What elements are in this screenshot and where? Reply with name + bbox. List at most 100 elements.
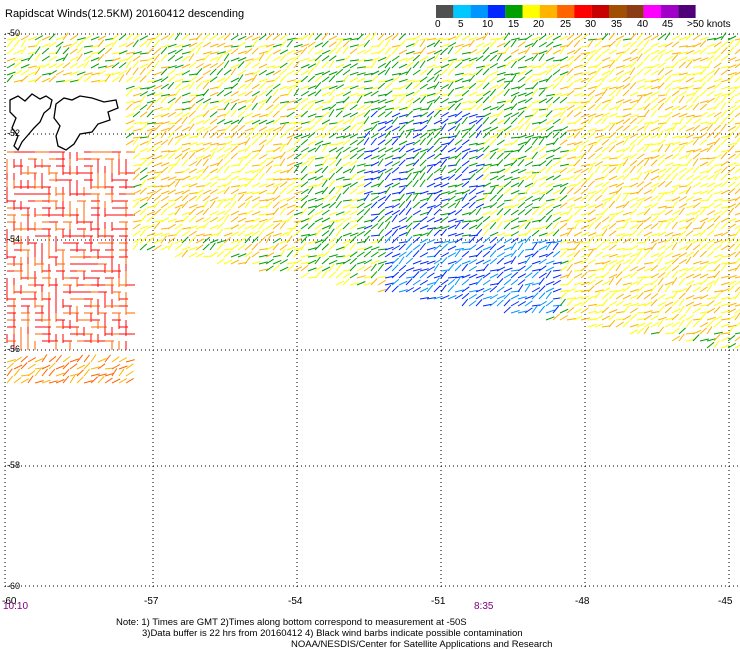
wind-barb [545,214,553,223]
wind-barb [447,245,457,251]
wind-barb [734,250,740,258]
wind-barb [622,155,632,160]
wind-barb [146,61,154,69]
wind-barb [125,359,135,363]
wind-barb [41,63,51,69]
wind-barb [622,233,632,237]
wind-barb [664,199,674,202]
wind-barb [496,64,506,69]
wind-barb [153,194,162,202]
wind-barb [398,289,408,293]
wind-barb [720,209,729,216]
wind-barb [608,77,618,83]
wind-barb [209,125,218,132]
wind-barb [468,236,476,244]
wind-barb [160,217,170,223]
wind-barb [629,165,636,174]
wind-barb [209,181,218,188]
wind-barb [671,313,680,321]
wind-barb [132,183,142,188]
wind-barb [391,116,399,125]
wind-barb [377,153,386,160]
wind-barb [496,53,503,62]
wind-barb [251,83,260,90]
wind-barb [328,211,338,216]
wind-barb [699,217,709,223]
wind-barb [412,89,421,97]
wind-barb [734,63,740,69]
wind-barb [489,231,499,237]
wind-barb [286,37,296,41]
wind-barb [237,116,244,125]
wind-barb [90,36,100,41]
wind-barb [440,240,450,244]
wind-barb [139,121,149,125]
wind-barb [720,65,730,69]
wind-barb [734,137,740,146]
wind-barb [237,244,246,251]
wind-barb [244,78,254,83]
wind-barb [482,182,492,188]
wind-barb [447,68,455,76]
wind-barb [342,85,352,90]
wind-barb [300,261,310,265]
wind-barb [391,228,399,237]
wind-barb [384,155,394,160]
wind-barb [524,137,532,146]
wind-barb [209,56,219,62]
wind-barb [671,112,681,118]
wind-barb [503,181,512,188]
wind-barb [405,50,415,55]
wind-barb [545,209,554,216]
wind-barb [342,222,350,230]
wind-barb [678,333,685,342]
wind-barb [622,137,629,146]
wind-barb [377,105,387,111]
wind-barb [391,147,401,153]
wind-barb [727,342,737,349]
wind-barb [531,100,541,104]
wind-barb [244,61,252,69]
wind-barb [587,217,597,223]
wind-barb [433,241,443,244]
wind-barb [608,49,618,55]
wind-barb [265,127,275,132]
wind-barb [517,176,527,181]
wind-barb [713,92,723,97]
wind-barb [440,279,449,286]
wind-barb [489,151,497,160]
wind-barb [594,323,604,328]
wind-barb [587,236,595,244]
note-line-1: Note: 1) Times are GMT 2)Times along bot… [116,617,467,628]
wind-barb [482,63,492,69]
wind-barb [615,263,622,272]
wind-barb [531,241,541,244]
wind-barb [286,196,296,202]
wind-barb [258,159,267,167]
wind-barb [405,243,413,251]
wind-barb [482,173,490,181]
wind-barb [244,191,254,195]
wind-barb [426,116,433,125]
wind-barb [482,215,491,223]
wind-barb [608,131,617,139]
east-falkland [53,95,119,151]
wind-barb [636,249,643,258]
wind-barb [419,159,427,167]
wind-barb [209,188,218,195]
wind-barb [419,95,427,104]
wind-barb [328,85,338,90]
wind-barb [664,82,673,90]
wind-barb [573,144,580,153]
wind-barb [286,84,296,90]
wind-barb [580,33,589,41]
wind-barb [650,253,660,258]
wind-barb [300,152,309,160]
wind-barb [580,271,588,279]
wind-barb [657,67,665,76]
wind-barb [251,182,261,188]
wind-barb [678,226,688,230]
wind-barb [622,201,630,209]
wind-barb [678,258,687,265]
wind-barb [538,135,548,139]
